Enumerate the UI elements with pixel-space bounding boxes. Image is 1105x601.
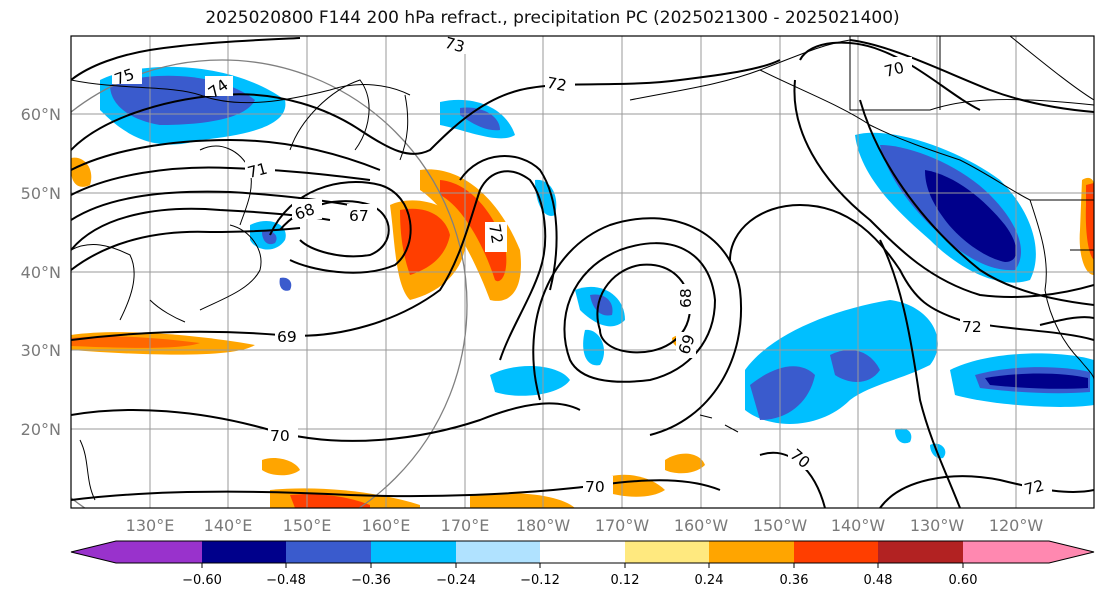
- colorbar-bin: [202, 541, 286, 563]
- contour-label: 69: [277, 328, 297, 346]
- lon-label: 140°E: [204, 516, 253, 535]
- lon-label: 120°W: [989, 516, 1044, 535]
- range-circle: [71, 59, 468, 508]
- contour-label: 67: [349, 207, 369, 225]
- lon-label: 130°W: [910, 516, 965, 535]
- contour-label: 75: [112, 65, 137, 89]
- colorbar-bin: [963, 541, 1049, 563]
- map-frame: [70, 35, 1095, 509]
- contour-label: 70: [882, 59, 906, 81]
- colorbar-tick: −0.48: [266, 573, 306, 588]
- contour-labels: 75 74 73 72 71 68 67 72 69 68 69 70 70: [112, 34, 1052, 499]
- latitude-labels: 60°N 50°N 40°N 30°N 20°N: [21, 105, 61, 439]
- colorbar-bin: [794, 541, 878, 563]
- precipitation-shading: [71, 66, 1094, 508]
- lon-label: 160°W: [674, 516, 729, 535]
- colorbar-tick: 0.48: [864, 573, 893, 588]
- lon-label: 170°W: [595, 516, 650, 535]
- contour-label: 72: [545, 74, 568, 95]
- colorbar-tick: 0.12: [611, 573, 640, 588]
- colorbar-bin: [371, 541, 456, 563]
- lon-label: 170°E: [441, 516, 490, 535]
- colorbar-tick: −0.36: [351, 573, 391, 588]
- contour-label: 68: [677, 288, 695, 308]
- longitude-labels: 130°E 140°E 150°E 160°E 170°E 180°W 170°…: [126, 516, 1044, 535]
- colorbar-extend-low: [71, 541, 116, 563]
- colorbar-bin: [878, 541, 963, 563]
- colorbar-extend-high: [1049, 541, 1094, 563]
- contour-label: 73: [443, 34, 467, 56]
- colorbar-tick: −0.60: [182, 573, 222, 588]
- lon-label: 140°W: [831, 516, 886, 535]
- colorbar-bin: [286, 541, 371, 563]
- contour-label: 70: [270, 427, 290, 445]
- contour-label: 70: [585, 478, 605, 496]
- colorbar-tick: −0.12: [520, 573, 560, 588]
- contour-label: 68: [292, 200, 317, 224]
- lat-label: 60°N: [21, 105, 61, 124]
- contour-label: 72: [962, 318, 982, 336]
- contour-label: 71: [246, 159, 270, 181]
- colorbar-tick: −0.24: [436, 573, 476, 588]
- lon-label: 160°E: [362, 516, 411, 535]
- lon-label: 130°E: [126, 516, 175, 535]
- colorbar-tick: 0.60: [949, 573, 978, 588]
- colorbar-tick: 0.36: [780, 573, 809, 588]
- lat-label: 50°N: [21, 184, 61, 203]
- graticule: [71, 36, 1094, 508]
- lon-label: 150°W: [753, 516, 808, 535]
- contour-label: 72: [485, 223, 506, 246]
- colorbar-bin: [709, 541, 794, 563]
- lon-label: 180°W: [516, 516, 571, 535]
- colorbar-bin: [456, 541, 540, 563]
- colorbar-bin: [625, 541, 709, 563]
- contour-label: 72: [1022, 477, 1046, 499]
- colorbar-bin: [116, 541, 202, 563]
- colorbar-bin: [540, 541, 625, 563]
- lat-label: 20°N: [21, 420, 61, 439]
- map-title: 2025020800 F144 200 hPa refract., precip…: [205, 8, 900, 28]
- colorbar: −0.60 −0.48 −0.36 −0.24 −0.12 0.12 0.24 …: [70, 540, 1095, 588]
- lon-label: 150°E: [283, 516, 332, 535]
- contour-label: 69: [675, 332, 699, 357]
- colorbar-tick: 0.24: [695, 573, 724, 588]
- lat-label: 30°N: [21, 341, 61, 360]
- map-plot-area: 75 74 73 72 71 68 67 72 69 68 69 70 70: [71, 34, 1094, 508]
- lat-label: 40°N: [21, 263, 61, 282]
